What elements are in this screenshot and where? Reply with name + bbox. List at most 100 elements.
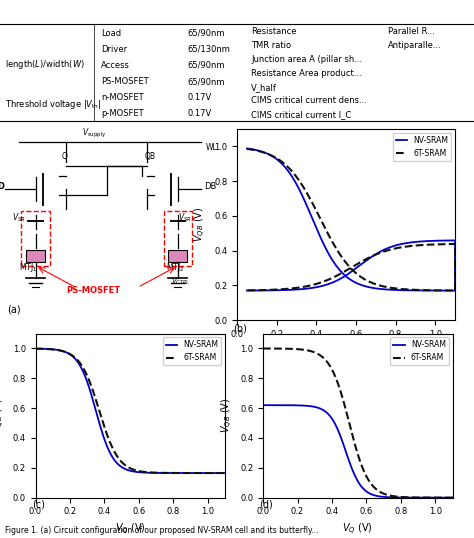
Text: CIMS critical current I_C: CIMS critical current I_C	[251, 110, 351, 119]
NV-SRAM	[256, 287, 262, 294]
Text: MTJ$_2$: MTJ$_2$	[166, 261, 184, 274]
Line: 6T-SRAM: 6T-SRAM	[247, 149, 455, 291]
Text: $V_{\rm supply}$: $V_{\rm supply}$	[82, 126, 107, 140]
Bar	[21, 211, 50, 266]
NV-SRAM	[410, 494, 415, 501]
NV-SRAM	[444, 494, 450, 501]
6T-SRAM	[444, 494, 450, 501]
6T-SRAM	[447, 287, 452, 294]
Text: WL: WL	[206, 143, 218, 152]
Text: Figure 1. (a) Circuit configuration of our proposed NV-SRAM cell and its butterf: Figure 1. (a) Circuit configuration of o…	[5, 526, 318, 535]
NV-SRAM	[244, 287, 250, 294]
NV-SRAM	[347, 461, 353, 468]
6T-SRAM	[410, 494, 415, 501]
NV-SRAM	[217, 470, 222, 476]
6T-SRAM	[256, 287, 262, 293]
Line: NV-SRAM: NV-SRAM	[36, 349, 225, 473]
Text: p-MOSFET: p-MOSFET	[101, 109, 144, 118]
NV-SRAM	[42, 345, 48, 352]
NV-SRAM	[125, 467, 130, 473]
Bar	[164, 211, 192, 266]
Text: 65/130nm: 65/130nm	[187, 45, 230, 54]
Y-axis label: $V_{QB}$ (V): $V_{QB}$ (V)	[219, 398, 235, 434]
Text: Access: Access	[101, 61, 130, 70]
Bar	[168, 250, 187, 262]
6T-SRAM	[217, 470, 222, 476]
NV-SRAM	[244, 145, 250, 152]
6T-SRAM	[450, 494, 456, 501]
6T-SRAM	[347, 423, 353, 430]
Text: Load: Load	[101, 29, 121, 38]
Text: PS-MOSFET: PS-MOSFET	[101, 77, 149, 86]
6T-SRAM	[260, 345, 266, 352]
NV-SRAM	[182, 470, 188, 476]
6T-SRAM	[352, 442, 358, 449]
Text: n-MOSFET: n-MOSFET	[101, 93, 144, 102]
Text: D: D	[0, 182, 5, 192]
NV-SRAM	[217, 470, 222, 476]
NV-SRAM	[352, 473, 358, 479]
NV-SRAM	[447, 287, 452, 294]
6T-SRAM	[332, 273, 338, 280]
Y-axis label: $V_{QB}$ (V): $V_{QB}$ (V)	[0, 398, 7, 434]
Text: Resistance Area product...: Resistance Area product...	[251, 69, 362, 78]
X-axis label: $V_Q$ (V): $V_Q$ (V)	[342, 522, 374, 537]
6T-SRAM	[120, 460, 126, 466]
Legend: NV-SRAM, 6T-SRAM: NV-SRAM, 6T-SRAM	[163, 337, 221, 365]
Text: PS-MOSFET: PS-MOSFET	[66, 286, 120, 295]
NV-SRAM	[436, 287, 441, 294]
Legend: NV-SRAM, 6T-SRAM: NV-SRAM, 6T-SRAM	[392, 133, 451, 161]
Text: 65/90nm: 65/90nm	[187, 77, 225, 86]
Text: Antiparalle...: Antiparalle...	[388, 41, 441, 50]
6T-SRAM	[222, 470, 228, 476]
Bar	[26, 250, 45, 262]
NV-SRAM	[256, 287, 262, 294]
Text: DB: DB	[204, 182, 216, 192]
Text: $V_{CTRL}$: $V_{CTRL}$	[171, 277, 190, 287]
6T-SRAM	[244, 146, 250, 152]
NV-SRAM	[332, 278, 338, 285]
6T-SRAM	[33, 345, 38, 352]
6T-SRAM	[42, 346, 48, 352]
Text: (d): (d)	[259, 499, 273, 509]
Text: Resistance: Resistance	[251, 27, 297, 37]
Line: NV-SRAM: NV-SRAM	[247, 148, 455, 291]
Text: 65/90nm: 65/90nm	[187, 61, 225, 70]
NV-SRAM	[260, 402, 266, 408]
Text: Junction area A (pillar sh...: Junction area A (pillar sh...	[251, 55, 362, 64]
Text: $V_{SR}$: $V_{SR}$	[178, 211, 191, 224]
Text: 0.17V: 0.17V	[187, 93, 211, 102]
6T-SRAM	[217, 470, 222, 476]
Legend: NV-SRAM, 6T-SRAM: NV-SRAM, 6T-SRAM	[390, 337, 449, 365]
Text: (c): (c)	[32, 499, 45, 509]
Text: MTJ$_1$: MTJ$_1$	[19, 261, 37, 274]
X-axis label: $V_Q$ (V): $V_Q$ (V)	[330, 344, 362, 359]
6T-SRAM	[125, 464, 130, 470]
Text: length($L$)/width($W$): length($L$)/width($W$)	[5, 58, 85, 71]
6T-SRAM	[444, 494, 450, 501]
Text: Driver: Driver	[101, 45, 127, 54]
Text: TMR ratio: TMR ratio	[251, 41, 291, 50]
6T-SRAM	[270, 345, 275, 352]
NV-SRAM	[33, 345, 38, 352]
Text: (a): (a)	[7, 305, 21, 315]
NV-SRAM	[270, 402, 275, 408]
Text: Parallel R...: Parallel R...	[388, 27, 435, 37]
NV-SRAM	[120, 464, 126, 471]
Text: (b): (b)	[233, 323, 246, 334]
NV-SRAM	[222, 470, 228, 476]
Text: $V_{SR}$: $V_{SR}$	[12, 211, 26, 224]
6T-SRAM	[265, 151, 271, 157]
NV-SRAM	[265, 151, 271, 157]
NV-SRAM	[450, 494, 456, 501]
Line: 6T-SRAM: 6T-SRAM	[263, 349, 453, 498]
6T-SRAM	[182, 470, 188, 476]
NV-SRAM	[444, 494, 450, 501]
Text: QB: QB	[145, 152, 155, 161]
Text: Threshold voltage $|V_{\rm th}|$: Threshold voltage $|V_{\rm th}|$	[5, 98, 101, 111]
X-axis label: $V_Q$ (V): $V_Q$ (V)	[115, 522, 146, 537]
6T-SRAM	[436, 287, 441, 294]
Text: CIMS critical current dens...: CIMS critical current dens...	[251, 96, 367, 105]
Line: NV-SRAM: NV-SRAM	[263, 405, 453, 498]
Text: 0.17V: 0.17V	[187, 109, 211, 118]
